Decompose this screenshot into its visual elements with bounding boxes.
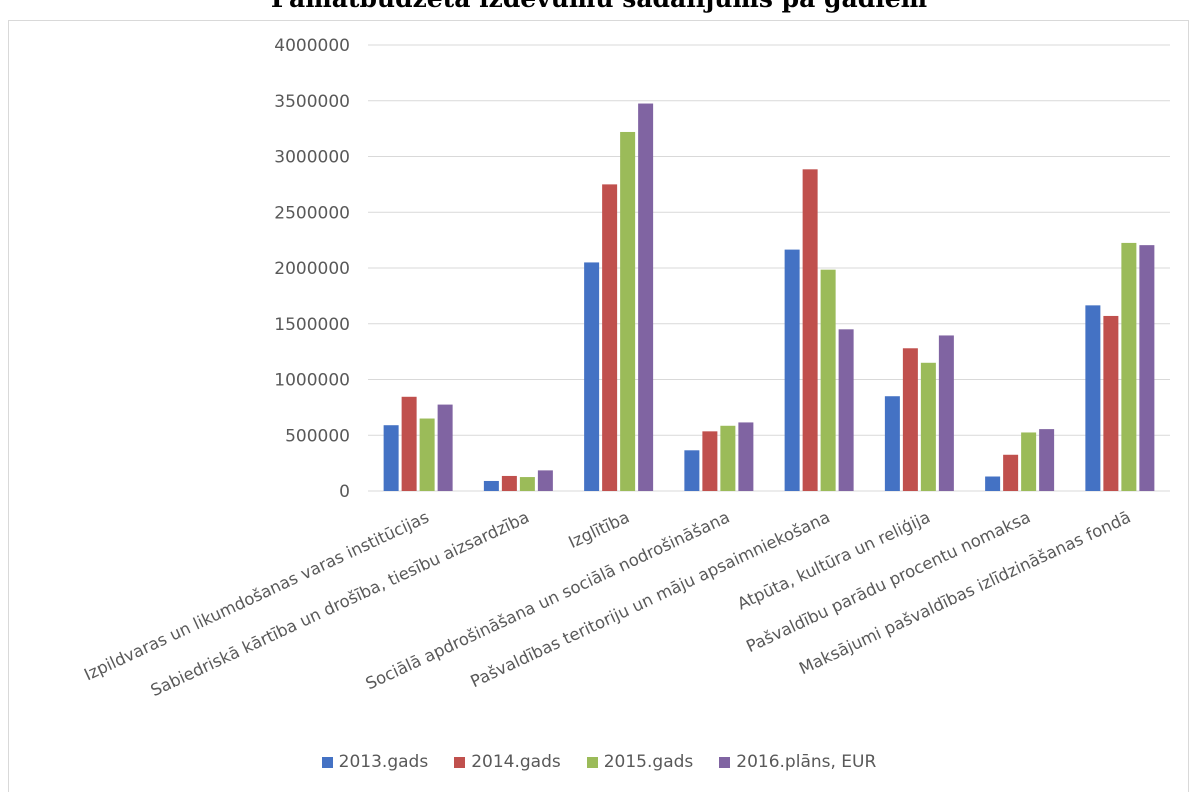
- legend: 2013.gads 2014.gads 2015.gads 2016.plāns, E…: [0, 752, 1198, 772]
- legend-item: 2015.gads: [586, 752, 694, 772]
- bar-3-2: [602, 184, 618, 491]
- category-label: Sociālā apdrošināšana un sociālā nodroši…: [363, 507, 733, 693]
- bar-7-3: [1021, 432, 1037, 491]
- legend-label: 2016.plāns, EUR: [736, 752, 877, 772]
- bar-3-3: [620, 131, 636, 491]
- bar-5-1: [784, 249, 800, 491]
- bar-5-4: [838, 329, 854, 491]
- category-label: Izglītība: [566, 507, 633, 552]
- bar-2-3: [519, 477, 535, 491]
- bar-4-1: [684, 450, 700, 491]
- bar-8-2: [1103, 315, 1119, 491]
- legend-item: 2014.gads: [454, 752, 561, 772]
- category-label: Pašvaldības teritoriju un māju apsaimnie…: [468, 507, 833, 691]
- y-tick-label: 0: [339, 482, 350, 502]
- legend-label: 2014.gads: [471, 752, 561, 772]
- y-tick-label: 1500000: [274, 315, 350, 335]
- legend-item: 2016.plāns, EUR: [719, 752, 876, 772]
- legend-label: 2013.gads: [338, 752, 429, 772]
- bar-2-1: [483, 480, 499, 491]
- y-tick-label: 1000000: [274, 371, 350, 391]
- legend-swatch: [454, 756, 466, 768]
- legend-label: 2015.gads: [603, 752, 694, 772]
- bar-1-3: [419, 418, 435, 491]
- bar-1-4: [437, 404, 453, 491]
- y-tick-label: 2500000: [274, 203, 350, 223]
- y-tick-label: 4000000: [274, 36, 350, 56]
- bar-3-1: [584, 262, 600, 491]
- legend-swatch: [321, 756, 333, 768]
- bar-4-2: [702, 431, 718, 491]
- bar-7-2: [1003, 454, 1019, 491]
- y-tick-label: 3500000: [274, 92, 350, 112]
- bar-2-2: [501, 475, 517, 491]
- bar-7-4: [1039, 429, 1055, 491]
- chart-frame: [8, 20, 1189, 792]
- y-tick-label: 3000000: [274, 148, 350, 168]
- bar-7-1: [985, 476, 1001, 491]
- bar-1-1: [383, 425, 399, 491]
- chart-title: Pamatbudžeta izdevumu sadalījums pa gadi…: [0, 0, 1198, 13]
- bar-6-2: [902, 348, 918, 491]
- bar-6-1: [884, 396, 900, 491]
- bar-3-4: [638, 103, 654, 491]
- bar-5-3: [820, 269, 836, 491]
- bar-1-2: [401, 396, 417, 491]
- legend-item: 2013.gads: [321, 752, 429, 772]
- legend-swatch: [586, 756, 598, 768]
- bar-2-4: [537, 470, 553, 491]
- bar-5-2: [802, 169, 818, 491]
- bar-4-4: [738, 422, 754, 491]
- bar-8-3: [1121, 242, 1137, 491]
- bar-6-4: [938, 335, 954, 491]
- y-tick-label: 2000000: [274, 259, 350, 279]
- bar-6-3: [920, 362, 936, 491]
- bar-4-3: [720, 425, 736, 491]
- bar-8-4: [1139, 245, 1155, 491]
- legend-swatch: [719, 756, 731, 768]
- bar-8-1: [1085, 305, 1101, 491]
- y-tick-label: 500000: [285, 426, 350, 446]
